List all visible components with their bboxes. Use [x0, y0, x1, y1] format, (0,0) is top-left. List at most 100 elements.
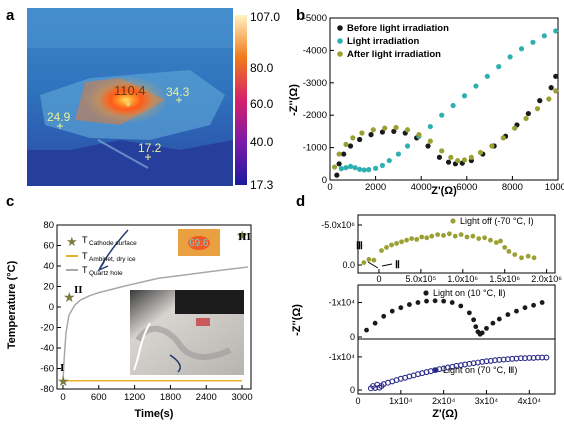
panel-b-point-series-2 [393, 124, 399, 131]
colorbar [235, 15, 247, 185]
panel-d-top-point [441, 233, 446, 238]
panel-b-axes [329, 17, 559, 181]
panel-c-xtick-label: 0 [60, 392, 65, 403]
panel-c-ytick-label: 60 [43, 241, 54, 252]
panel-d-mid-ytick-label: 0 [350, 332, 355, 342]
panel-d-top-point [446, 231, 452, 237]
panel-c-line-quartz [62, 266, 249, 381]
thermal-background-upper [27, 8, 233, 48]
panel-b-point-series-2 [370, 127, 376, 133]
panel-c-inset-photo [130, 290, 244, 375]
panel-b-ytick-label: -1000 [303, 143, 327, 154]
panel-a: a 110.4 34.3 24.9 17.2 107.0 80.0 60.0 4… [6, 7, 280, 192]
panel-d-top-xtick-label: 1.0x10⁶ [447, 274, 478, 284]
panel-b-point-series-2 [523, 115, 529, 122]
panel-c-star-cathode: ★ [236, 227, 249, 243]
panel-b-xlabel: Z'(Ω) [431, 185, 457, 197]
panel-b-point-series-2 [461, 157, 468, 163]
thermal-label-max: 110.4 [114, 83, 146, 98]
legend-label-light-off: Light off (-70 °C, Ⅰ) [460, 216, 534, 226]
panel-d-mid-point [505, 312, 511, 317]
panel-d-top-point [366, 257, 372, 262]
panel-d-mid-point [441, 298, 447, 304]
legend-label-after: After light irradiation [347, 49, 441, 60]
panel-d-mid-point [389, 308, 395, 314]
panel-b-ytick-label: -3000 [303, 78, 327, 89]
panel-b-point-series-1 [427, 123, 433, 130]
panel-b-point-series-0 [445, 159, 452, 165]
panel-c-inset-thermal: 69.6 [178, 229, 220, 256]
panel-b-point-series-2 [359, 130, 365, 136]
panel-d-top-xtick-label: 2.0x10⁶ [531, 274, 562, 284]
panel-d-bottom-xtick-label: 0 [355, 396, 360, 406]
panel-d-bottom-xtick-label: 4x10⁴ [518, 396, 542, 406]
panel-d-top-xtick-label: 5.0x10⁵ [405, 274, 436, 284]
colorbar-tick: 80.0 [250, 61, 274, 75]
panel-b-point-series-0 [379, 129, 386, 135]
panel-d-bottom-xtick-label: 2x10⁴ [432, 396, 456, 406]
panel-b-xtick-label: 4000 [411, 182, 432, 193]
panel-b-point-series-0 [425, 143, 431, 149]
panel-c-xlabel: Time(s) [135, 408, 174, 420]
thermal-hotspot [98, 83, 154, 117]
inset-photo-sample [196, 318, 210, 326]
panel-d-top-point [409, 236, 415, 242]
panel-b-point-series-2 [350, 135, 356, 141]
annotation-d-II: Ⅱ [395, 260, 400, 271]
panel-c-xtick-label: 3000 [231, 392, 252, 403]
panel-c-ytick-label: 20 [43, 282, 54, 293]
panel-d-ylabel: -Z''(Ω) [291, 304, 303, 336]
legend-marker-after [337, 51, 343, 57]
panel-b-xtick-label: 8000 [502, 182, 523, 193]
panel-d-mid-point [514, 308, 519, 314]
panel-b-point-series-2 [477, 149, 484, 156]
inset-photo-ice [135, 325, 232, 360]
legend-sub-cathode: Cathode surface [89, 240, 137, 247]
panel-d-mid-point [531, 302, 536, 308]
panel-d-mid-point [496, 316, 502, 322]
panel-d-top-point [452, 233, 458, 239]
panel-c-ytick-label: -40 [40, 343, 54, 354]
panel-d-mid-point [479, 330, 485, 336]
panel-b-point-series-1 [473, 83, 479, 89]
panel-d-top-point [399, 239, 404, 245]
inset-photo-fixture [175, 290, 244, 314]
panel-b-point-series-0 [436, 154, 443, 160]
thermal-wire [97, 139, 149, 169]
panel-d-top-xtick-label: 1.5x10⁶ [489, 274, 520, 284]
panel-d-top-point [464, 234, 470, 240]
panel-c-ytick-label: -80 [40, 384, 54, 395]
panel-b-point-series-1 [496, 64, 502, 70]
colorbar-tick: 60.0 [250, 97, 274, 111]
panel-b-point-series-1 [347, 163, 354, 169]
thermal-label-left: 24.9 [47, 110, 71, 124]
arrow-to-photo [169, 354, 181, 373]
panel-label-b: b [296, 7, 305, 24]
panel-c-ytick-label: -20 [40, 323, 54, 334]
panel-b-point-series-0 [368, 132, 374, 138]
panel-d-top-point [424, 235, 430, 241]
panel-d-top-point [531, 255, 537, 261]
legend-sub-quartz: Quartz hole [89, 270, 123, 277]
panel-d-top-point [470, 233, 476, 239]
panel-c-legend: ★ T Cathode surface T Ambinet, dry ice T… [66, 234, 137, 277]
panel-d-top-point [502, 245, 508, 250]
panel-b-point-series-1 [338, 166, 344, 172]
legend-label-light-on-70: Light on (70 °C, Ⅲ) [443, 365, 517, 375]
panel-d-mid-point [381, 313, 387, 319]
panel-d-top-point [394, 241, 399, 246]
panel-c-ytick-label: 80 [43, 220, 54, 231]
panel-d-top-point [488, 237, 493, 243]
thermal-crosshairs [57, 97, 182, 160]
inset-thermal-label: 69.6 [189, 238, 209, 249]
legend-label-light-on-10: Light on (10 °C, Ⅱ) [433, 288, 506, 298]
panel-d-bottom-ytick-label: 0 [350, 385, 355, 395]
panel-c-ytick-label: 40 [43, 261, 54, 272]
panel-d-mid-point [484, 325, 489, 331]
panel-d-top-xtick-label: 0 [376, 274, 381, 284]
panel-d-bottom-xtick-label: 1x10⁴ [389, 396, 413, 406]
arrow-head-curve [97, 261, 109, 272]
panel-d: d -Z''(Ω) Z'(Ω) 0 5.0x10⁵ 1.0x10⁶ 1.5x10⁶ 2.… [291, 193, 562, 420]
panel-b-point-series-0 [341, 151, 347, 157]
panel-b-point-series-0 [391, 128, 397, 134]
